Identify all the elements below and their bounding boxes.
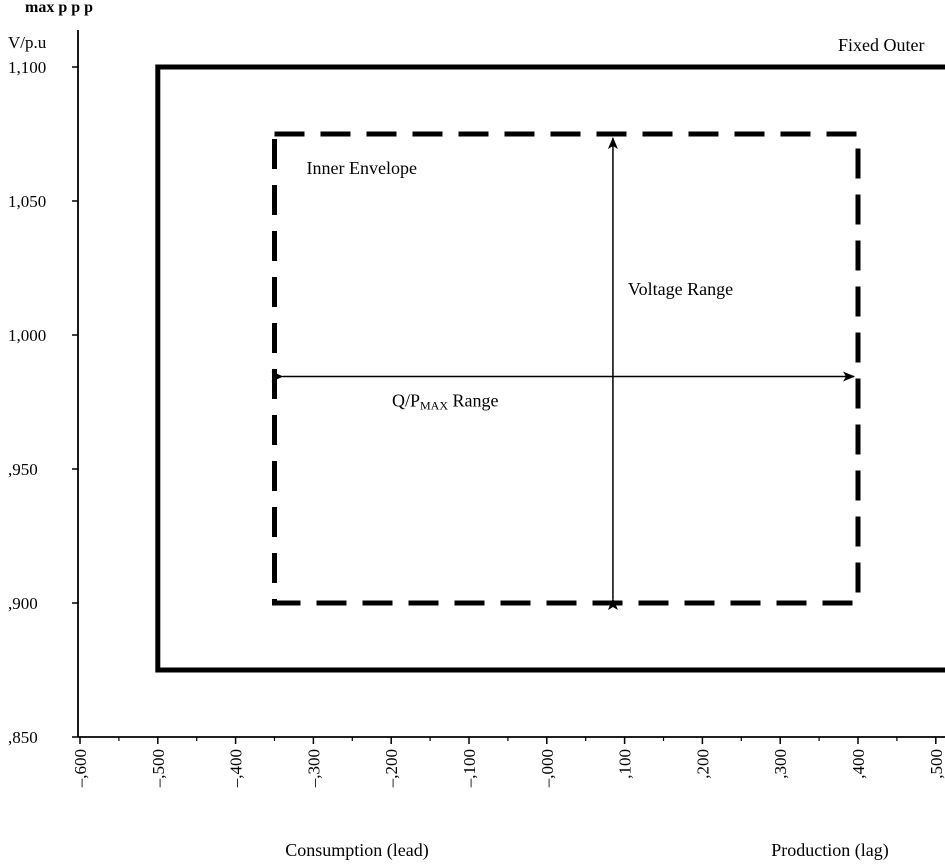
- y-tick-label: 1,100: [8, 58, 46, 77]
- x-tick-label: –,000: [538, 749, 557, 788]
- fixed-outer-envelope: [155, 64, 945, 673]
- x-tick-label: ,500: [927, 749, 945, 779]
- q-pmax-label-tail: Range: [448, 391, 498, 411]
- production-label: Production (lag): [771, 840, 888, 861]
- y-axis-ticks: 1,100 1,050 1,000 ,950 ,900 ,850: [8, 58, 78, 747]
- x-tick-label: –,100: [460, 749, 479, 788]
- y-axis-label: V/p.u: [8, 33, 47, 52]
- axes: [77, 30, 945, 738]
- x-tick-label: –,300: [304, 749, 323, 788]
- y-tick-label: 1,000: [8, 326, 46, 345]
- x-tick-label: ,400: [849, 749, 868, 779]
- chart-title-fragment: max p p p: [25, 0, 93, 16]
- y-tick-label: ,850: [8, 728, 38, 747]
- inner-envelope: [272, 131, 861, 606]
- inner-envelope-label: Inner Envelope: [307, 158, 417, 178]
- q-pmax-label-sub: MAX: [420, 399, 448, 413]
- x-tick-label: ,100: [616, 749, 635, 779]
- fixed-outer-label: Fixed Outer: [838, 35, 924, 55]
- y-tick-label: ,900: [8, 594, 38, 613]
- y-tick-label: ,950: [8, 460, 38, 479]
- x-tick-label: –,400: [227, 749, 246, 788]
- x-tick-label: –,600: [71, 749, 90, 788]
- y-tick-label: 1,050: [8, 192, 46, 211]
- consumption-label: Consumption (lead): [285, 840, 428, 861]
- voltage-range-label: Voltage Range: [628, 279, 733, 299]
- q-pmax-range-label: Q/PMAX Range: [392, 391, 499, 413]
- x-tick-label: ,200: [693, 749, 712, 779]
- x-tick-label: –,200: [382, 749, 401, 788]
- x-tick-label: ,300: [771, 749, 790, 779]
- x-axis-ticks: –,600 –,500 –,400 –,300 –,200 –,100 –,000 ,100,…: [71, 737, 945, 788]
- q-pmax-label-main: Q/P: [392, 391, 420, 411]
- x-tick-label: –,500: [149, 749, 168, 788]
